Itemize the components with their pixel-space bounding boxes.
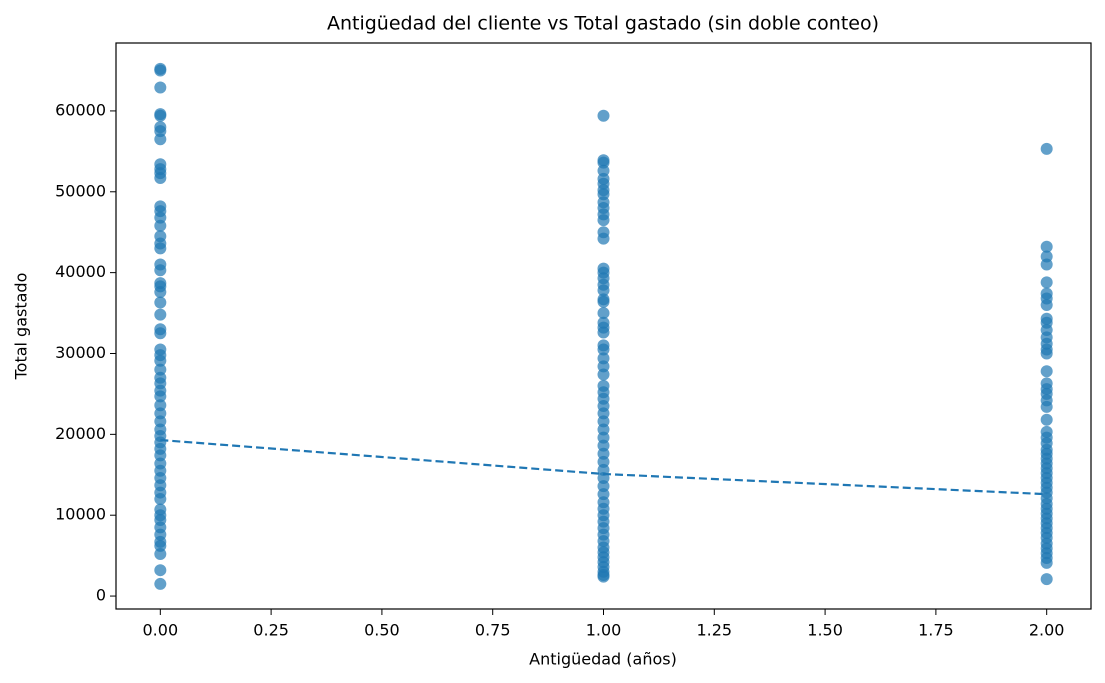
data-point (154, 296, 167, 309)
data-point (597, 295, 610, 308)
data-point (154, 390, 167, 403)
x-tick-label: 1.25 (696, 621, 732, 640)
y-tick-label: 10000 (55, 505, 106, 524)
data-point (154, 308, 167, 321)
y-tick-label: 50000 (55, 181, 106, 200)
y-axis-label: Total gastado (12, 273, 31, 381)
data-point (1040, 556, 1053, 569)
data-point (154, 64, 167, 77)
x-tick-label: 0.00 (143, 621, 179, 640)
data-point (597, 109, 610, 122)
x-tick-label: 1.00 (586, 621, 622, 640)
plot-frame (115, 42, 1092, 610)
data-point (597, 368, 610, 381)
data-point (597, 570, 610, 583)
data-point (154, 286, 167, 299)
data-point (154, 548, 167, 561)
data-point (154, 564, 167, 577)
trend-line (160, 438, 1047, 496)
data-point (1040, 400, 1053, 413)
x-tick-label: 1.50 (807, 621, 843, 640)
data-point (1040, 298, 1053, 311)
data-point (1040, 276, 1053, 289)
chart-title: Antigüedad del cliente vs Total gastado … (327, 13, 879, 35)
data-point (597, 343, 610, 356)
data-point (597, 214, 610, 227)
data-point (1040, 142, 1053, 155)
data-point (154, 133, 167, 146)
y-tick-label: 0 (96, 586, 106, 605)
data-point (597, 326, 610, 339)
data-point (597, 232, 610, 245)
data-point (1040, 258, 1053, 271)
data-point (154, 354, 167, 367)
data-point (154, 577, 167, 590)
y-tick-label: 60000 (55, 100, 106, 119)
data-point (154, 109, 167, 122)
data-point (1040, 573, 1053, 586)
x-tick-label: 0.50 (364, 621, 400, 640)
data-point (1040, 347, 1053, 360)
y-tick-label: 20000 (55, 424, 106, 443)
x-tick-label: 0.25 (253, 621, 289, 640)
x-tick-label: 1.75 (918, 621, 954, 640)
data-point (154, 172, 167, 185)
data-point (154, 264, 167, 277)
data-point (154, 242, 167, 255)
x-axis-label: Antigüedad (años) (529, 650, 677, 669)
data-point (597, 284, 610, 297)
x-tick-label: 2.00 (1029, 621, 1065, 640)
data-point (1040, 365, 1053, 378)
data-point (154, 493, 167, 506)
x-tick-label: 0.75 (475, 621, 511, 640)
y-tick-label: 30000 (55, 343, 106, 362)
y-tick-label: 40000 (55, 262, 106, 281)
data-point (1040, 413, 1053, 426)
data-point (154, 81, 167, 94)
data-point (597, 307, 610, 320)
data-point (1040, 240, 1053, 253)
data-point (154, 219, 167, 232)
data-point (154, 327, 167, 340)
